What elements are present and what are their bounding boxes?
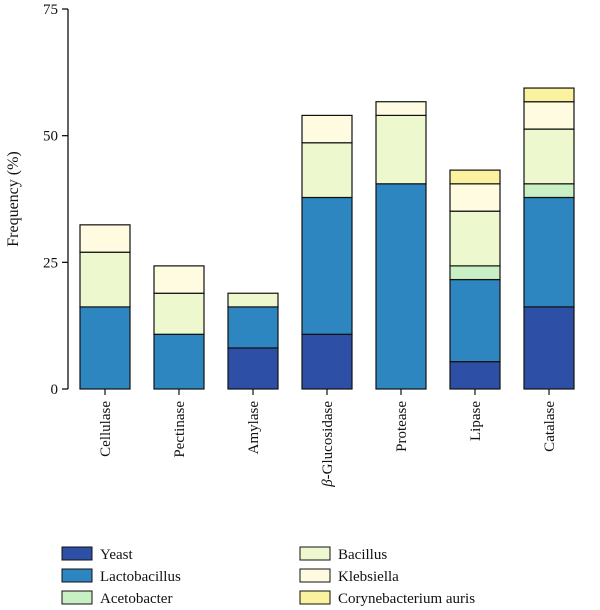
legend-label: Klebsiella [338, 569, 399, 585]
bar-segment-klebsiella [301, 114, 353, 144]
bar-segment-bacillus [153, 292, 205, 335]
labels: Cellulase Pectinase Amylase β-Glucosidase Pr… [98, 401, 558, 488]
bar-segment-acetobacter [449, 265, 501, 281]
category-label: Amylase [246, 401, 262, 455]
legend: Yeast Lactobacillus Acetobacter Bacillus Kle… [61, 546, 475, 607]
bar-segment-yeast [227, 347, 279, 390]
y-axis-label: Frequency (%) [5, 151, 22, 247]
bar-segment-klebsiella [375, 101, 427, 117]
bar-segment-klebsiella [153, 265, 205, 294]
legend-label: Bacillus [338, 547, 387, 563]
legend-swatch [61, 568, 93, 583]
y-tick-label: 0 [51, 382, 59, 398]
y-tick-label: 25 [43, 255, 58, 271]
bar-segment-lactobacillus [375, 183, 427, 390]
category-label-name: Lipase [468, 401, 484, 441]
legend-label: Corynebacterium auris [338, 591, 475, 607]
bar-segment-bacillus [227, 292, 279, 308]
legend-swatch [299, 568, 331, 583]
bar-segment-lactobacillus [523, 196, 575, 308]
bars [79, 87, 575, 390]
y-tick-label: 75 [43, 2, 58, 18]
bar-segment-lactobacillus [153, 333, 205, 390]
axes: 0 25 50 75 Frequency (%) [5, 2, 550, 398]
bar-segment-klebsiella [79, 224, 131, 253]
bar-segment-yeast [301, 333, 353, 390]
legend-swatch [299, 546, 331, 561]
bar-segment-lactobacillus [449, 278, 501, 363]
bar-segment-klebsiella [523, 101, 575, 130]
category-label: Lipase [468, 401, 484, 441]
category-label-name: Pectinase [172, 401, 188, 458]
category-label-name: Protease [394, 401, 410, 452]
category-label-name: Amylase [246, 401, 262, 455]
bar-segment-lactobacillus [227, 306, 279, 349]
category-label-name: -Glucosidase [320, 401, 336, 480]
category-label: Protease [394, 401, 410, 452]
legend-swatch [61, 546, 93, 561]
bar-segment-klebsiella [449, 183, 501, 212]
bar-segment-bacillus [301, 142, 353, 199]
bar-segment-corynebacterium-auris [523, 87, 575, 103]
legend-swatch [61, 590, 93, 605]
category-label: Catalase [542, 401, 558, 452]
bar-segment-lactobacillus [79, 306, 131, 390]
category-label: Pectinase [172, 401, 188, 458]
bar-segment-yeast [523, 306, 575, 390]
legend-label: Yeast [100, 547, 133, 563]
bar-segment-bacillus [375, 114, 427, 185]
bar-segment-bacillus [449, 210, 501, 267]
bar-segment-yeast [449, 361, 501, 390]
category-label: Cellulase [98, 401, 114, 457]
category-label: β-Glucosidase [320, 401, 336, 488]
category-label-prefix: β [320, 479, 336, 488]
bar-segment-bacillus [79, 251, 131, 308]
legend-label: Acetobacter [100, 591, 172, 607]
category-label-name: Cellulase [98, 401, 114, 457]
legend-label: Lactobacillus [100, 569, 181, 585]
legend-swatch [299, 590, 331, 605]
bar-segment-acetobacter [523, 183, 575, 199]
bar-segment-corynebacterium-auris [449, 169, 501, 185]
y-tick-label: 50 [43, 129, 58, 145]
category-label-name: Catalase [542, 401, 558, 452]
bar-segment-bacillus [523, 128, 575, 185]
bar-segment-lactobacillus [301, 196, 353, 335]
